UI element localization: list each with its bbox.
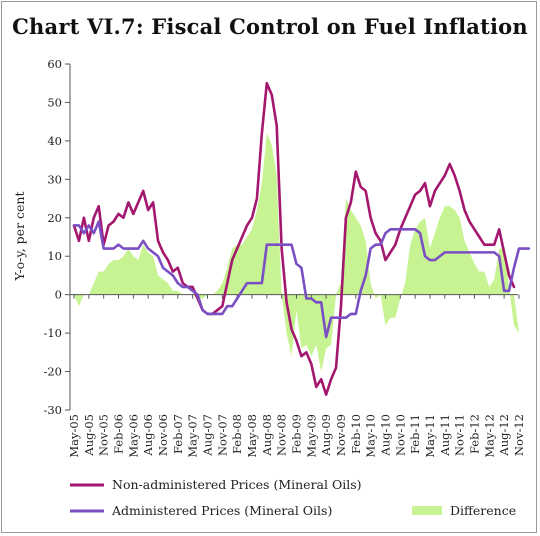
- chart-title: Chart VI.7: Fiscal Control on Fuel Infla…: [12, 14, 528, 39]
- y-tick-label: 40: [47, 134, 62, 148]
- x-tick-label: Nov-08: [275, 414, 289, 456]
- legend-label-non-administered: Non-administered Prices (Mineral Oils): [112, 477, 362, 492]
- x-tick-label: May-07: [186, 414, 200, 458]
- x-tick-label: Feb-10: [349, 414, 363, 454]
- x-tick-label: Nov-11: [453, 414, 467, 456]
- x-tick-label: Feb-09: [289, 414, 303, 454]
- x-tick-label: Aug-10: [378, 414, 392, 457]
- difference-area: [74, 133, 519, 372]
- legend-label-difference: Difference: [450, 503, 516, 518]
- x-tick-label: Aug-09: [319, 414, 333, 457]
- x-tick-label: Nov-10: [393, 414, 407, 456]
- axes-layer: 60 50 40 30 20 10 0 -10 -20 -30 May-05 Aug-05 Nov-05…: [43, 57, 525, 458]
- x-tick-label: Feb-06: [111, 414, 125, 454]
- x-tick-label: May-11: [423, 414, 437, 458]
- y-tick-label: 60: [47, 57, 62, 71]
- legend-label-administered: Administered Prices (Mineral Oils): [111, 503, 332, 518]
- y-tick-label: 50: [47, 95, 62, 109]
- x-tick-label: May-05: [67, 414, 81, 458]
- x-tick-label: May-08: [245, 414, 259, 458]
- x-tick-label: May-12: [482, 414, 496, 458]
- y-tick-label: -30: [43, 403, 62, 417]
- x-tick-label: May-09: [304, 414, 318, 458]
- x-tick-label: Feb-08: [230, 414, 244, 454]
- x-tick-label: May-10: [364, 414, 378, 458]
- series-line: [72, 220, 531, 339]
- x-tick-label: Aug-07: [200, 414, 214, 457]
- x-tick-label: Aug-06: [141, 414, 155, 457]
- y-tick-label: 30: [47, 172, 62, 186]
- y-tick-label: 10: [47, 249, 62, 263]
- x-tick-label: Aug-05: [82, 414, 96, 457]
- x-tick-label: Feb-07: [171, 414, 185, 454]
- y-axis-label: Y-o-y, per cent: [12, 191, 27, 281]
- x-tick-label: Nov-06: [156, 414, 170, 456]
- x-tick-label: Feb-11: [408, 414, 422, 454]
- difference-area-layer: [74, 133, 519, 372]
- series-lines-layer: [72, 81, 531, 396]
- x-tick-label: May-06: [126, 414, 140, 458]
- y-tick-label: -20: [43, 365, 62, 379]
- x-tick-label: Nov-09: [334, 414, 348, 456]
- x-tick-label: Aug-08: [260, 414, 274, 457]
- x-tick-label: Nov-12: [512, 414, 526, 456]
- y-tick-label: 0: [55, 288, 62, 302]
- legend: Non-administered Prices (Mineral Oils) A…: [70, 477, 516, 518]
- x-tick-label: Nov-05: [97, 414, 111, 456]
- legend-swatch-difference: [412, 506, 442, 515]
- series-line: [72, 81, 516, 396]
- x-tick-label: Aug-11: [438, 414, 452, 457]
- x-tick-label: Nov-07: [215, 414, 229, 456]
- x-tick-label: Aug-12: [497, 414, 511, 457]
- x-tick-label: Feb-12: [467, 414, 481, 454]
- y-tick-label: -10: [43, 326, 62, 340]
- y-tick-label: 20: [47, 211, 62, 225]
